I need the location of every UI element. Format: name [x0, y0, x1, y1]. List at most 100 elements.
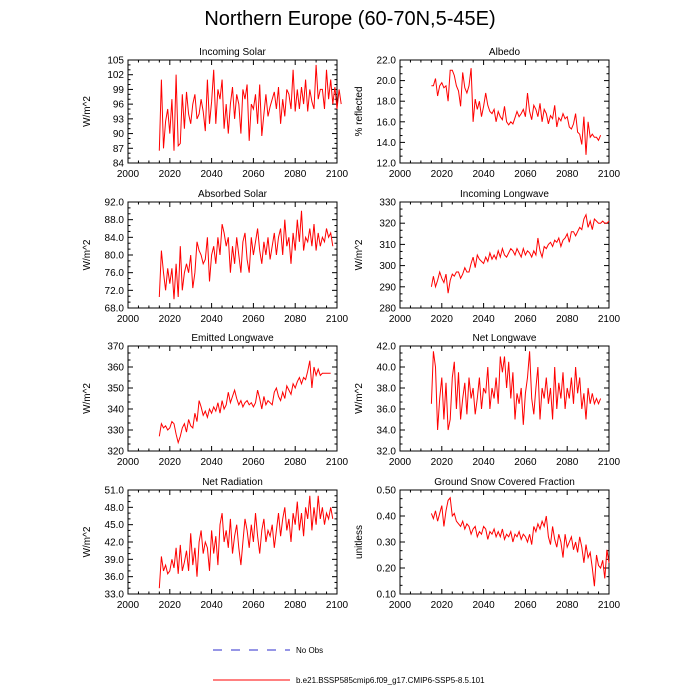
y-tick-label: 20.0 — [377, 76, 397, 87]
y-tick-label: 84 — [113, 159, 125, 170]
y-tick-label: 370 — [107, 342, 124, 353]
x-tick-label: 2080 — [556, 314, 579, 325]
y-tick-label: 16.0 — [377, 117, 397, 128]
y-tick-label: 93 — [113, 114, 125, 125]
x-tick-label: 2060 — [514, 169, 537, 180]
x-tick-label: 2100 — [326, 457, 349, 468]
x-tick-label: 2060 — [242, 314, 265, 325]
y-tick-label: 32.0 — [377, 447, 397, 458]
page-title: Northern Europe (60-70N,5-45E) — [204, 8, 496, 30]
y-tick-label: 87 — [113, 144, 125, 155]
panel-title: Net Radiation — [202, 477, 263, 488]
x-tick-label: 2060 — [242, 169, 265, 180]
y-axis-label: W/m^2 — [354, 383, 365, 414]
x-tick-label: 2000 — [117, 600, 140, 611]
y-tick-label: 90 — [113, 129, 125, 140]
y-tick-label: 12.0 — [377, 159, 397, 170]
y-axis-label: unitless — [354, 525, 365, 559]
panel-title: Absorbed Solar — [198, 189, 268, 200]
x-tick-label: 2020 — [431, 169, 454, 180]
y-tick-label: 99 — [113, 85, 125, 96]
x-tick-label: 2020 — [159, 169, 182, 180]
y-tick-label: 280 — [379, 304, 396, 315]
x-tick-label: 2000 — [117, 457, 140, 468]
x-tick-label: 2060 — [514, 600, 537, 611]
y-tick-label: 72.0 — [105, 286, 125, 297]
series-line — [158, 64, 342, 151]
y-tick-label: 102 — [107, 70, 124, 81]
x-tick-label: 2060 — [242, 457, 265, 468]
y-tick-label: 0.10 — [377, 590, 397, 601]
y-tick-label: 0.30 — [377, 538, 397, 549]
y-tick-label: 0.20 — [377, 564, 397, 575]
series-line — [158, 360, 331, 445]
y-tick-label: 330 — [379, 198, 396, 209]
y-tick-label: 51.0 — [105, 486, 125, 497]
y-tick-label: 68.0 — [105, 304, 125, 315]
x-tick-label: 2060 — [242, 600, 265, 611]
y-tick-label: 310 — [379, 240, 396, 251]
x-tick-label: 2000 — [389, 600, 412, 611]
x-tick-label: 2100 — [598, 169, 621, 180]
series-line — [158, 210, 334, 300]
y-tick-label: 80.0 — [105, 251, 125, 262]
y-tick-label: 88.0 — [105, 215, 125, 226]
panel-title: Incoming Longwave — [460, 189, 549, 200]
x-tick-label: 2040 — [200, 169, 223, 180]
x-tick-label: 2060 — [514, 314, 537, 325]
x-tick-label: 2040 — [200, 314, 223, 325]
y-tick-label: 36.0 — [377, 405, 397, 416]
x-tick-label: 2000 — [117, 314, 140, 325]
y-tick-label: 38.0 — [377, 384, 397, 395]
x-tick-label: 2080 — [556, 600, 579, 611]
y-axis-label: W/m^2 — [354, 239, 365, 270]
series-line — [430, 496, 610, 587]
plot-frame — [127, 489, 338, 595]
x-tick-label: 2000 — [117, 169, 140, 180]
x-tick-label: 2000 — [389, 314, 412, 325]
y-tick-label: 330 — [107, 426, 124, 437]
x-tick-label: 2100 — [598, 457, 621, 468]
x-tick-label: 2080 — [556, 169, 579, 180]
x-tick-label: 2060 — [514, 457, 537, 468]
series-line — [431, 68, 602, 155]
x-tick-label: 2020 — [431, 457, 454, 468]
y-axis-label: W/m^2 — [82, 526, 93, 557]
y-axis-label: W/m^2 — [82, 96, 93, 127]
chart-panel-1: Incoming Solar W/m^2 2000 2020 2040 2060 2080 2… — [82, 47, 349, 180]
x-tick-label: 2040 — [200, 600, 223, 611]
chart-panel-8: Ground Snow Covered Fraction unitless 2000… — [354, 477, 621, 611]
y-tick-label: 105 — [107, 56, 124, 67]
chart-panel-3: Absorbed Solar W/m^2 2000 2020 2040 2060 2080 2… — [82, 189, 349, 325]
x-tick-label: 2080 — [556, 457, 579, 468]
x-tick-label: 2080 — [284, 600, 307, 611]
y-tick-label: 350 — [107, 384, 124, 395]
series-line — [430, 351, 602, 431]
panel-title: Incoming Solar — [199, 47, 266, 58]
y-tick-label: 39.0 — [105, 555, 125, 566]
chart-panel-6: Net Longwave W/m^2 2000 2020 2040 2060 2080 210… — [354, 333, 621, 468]
y-axis-label: % reflected — [354, 86, 365, 136]
x-tick-label: 2080 — [284, 314, 307, 325]
x-tick-label: 2000 — [389, 457, 412, 468]
x-tick-label: 2040 — [200, 457, 223, 468]
x-tick-label: 2040 — [472, 314, 495, 325]
chart-panel-7: Net Radiation W/m^2 2000 2020 2040 2060 2080 21… — [82, 477, 349, 611]
chart-panel-5: Emitted Longwave W/m^2 2000 2020 2040 2060 208… — [82, 333, 349, 468]
x-tick-label: 2100 — [326, 600, 349, 611]
x-tick-label: 2020 — [431, 314, 454, 325]
x-tick-label: 2100 — [326, 169, 349, 180]
y-tick-label: 14.0 — [377, 138, 397, 149]
chart-panel-4: Incoming Longwave W/m^2 2000 2020 2040 2060 20… — [354, 189, 621, 325]
x-tick-label: 2020 — [159, 314, 182, 325]
plot-frame — [399, 59, 610, 164]
chart-panel-2: Albedo % reflected 2000 2020 2040 2060 2080 210… — [354, 47, 621, 180]
y-tick-label: 320 — [107, 447, 124, 458]
y-tick-label: 84.0 — [105, 233, 125, 244]
y-tick-label: 42.0 — [377, 342, 397, 353]
x-tick-label: 2080 — [284, 169, 307, 180]
y-tick-label: 92.0 — [105, 198, 125, 209]
y-tick-label: 300 — [379, 261, 396, 272]
y-axis-label: W/m^2 — [82, 239, 93, 270]
